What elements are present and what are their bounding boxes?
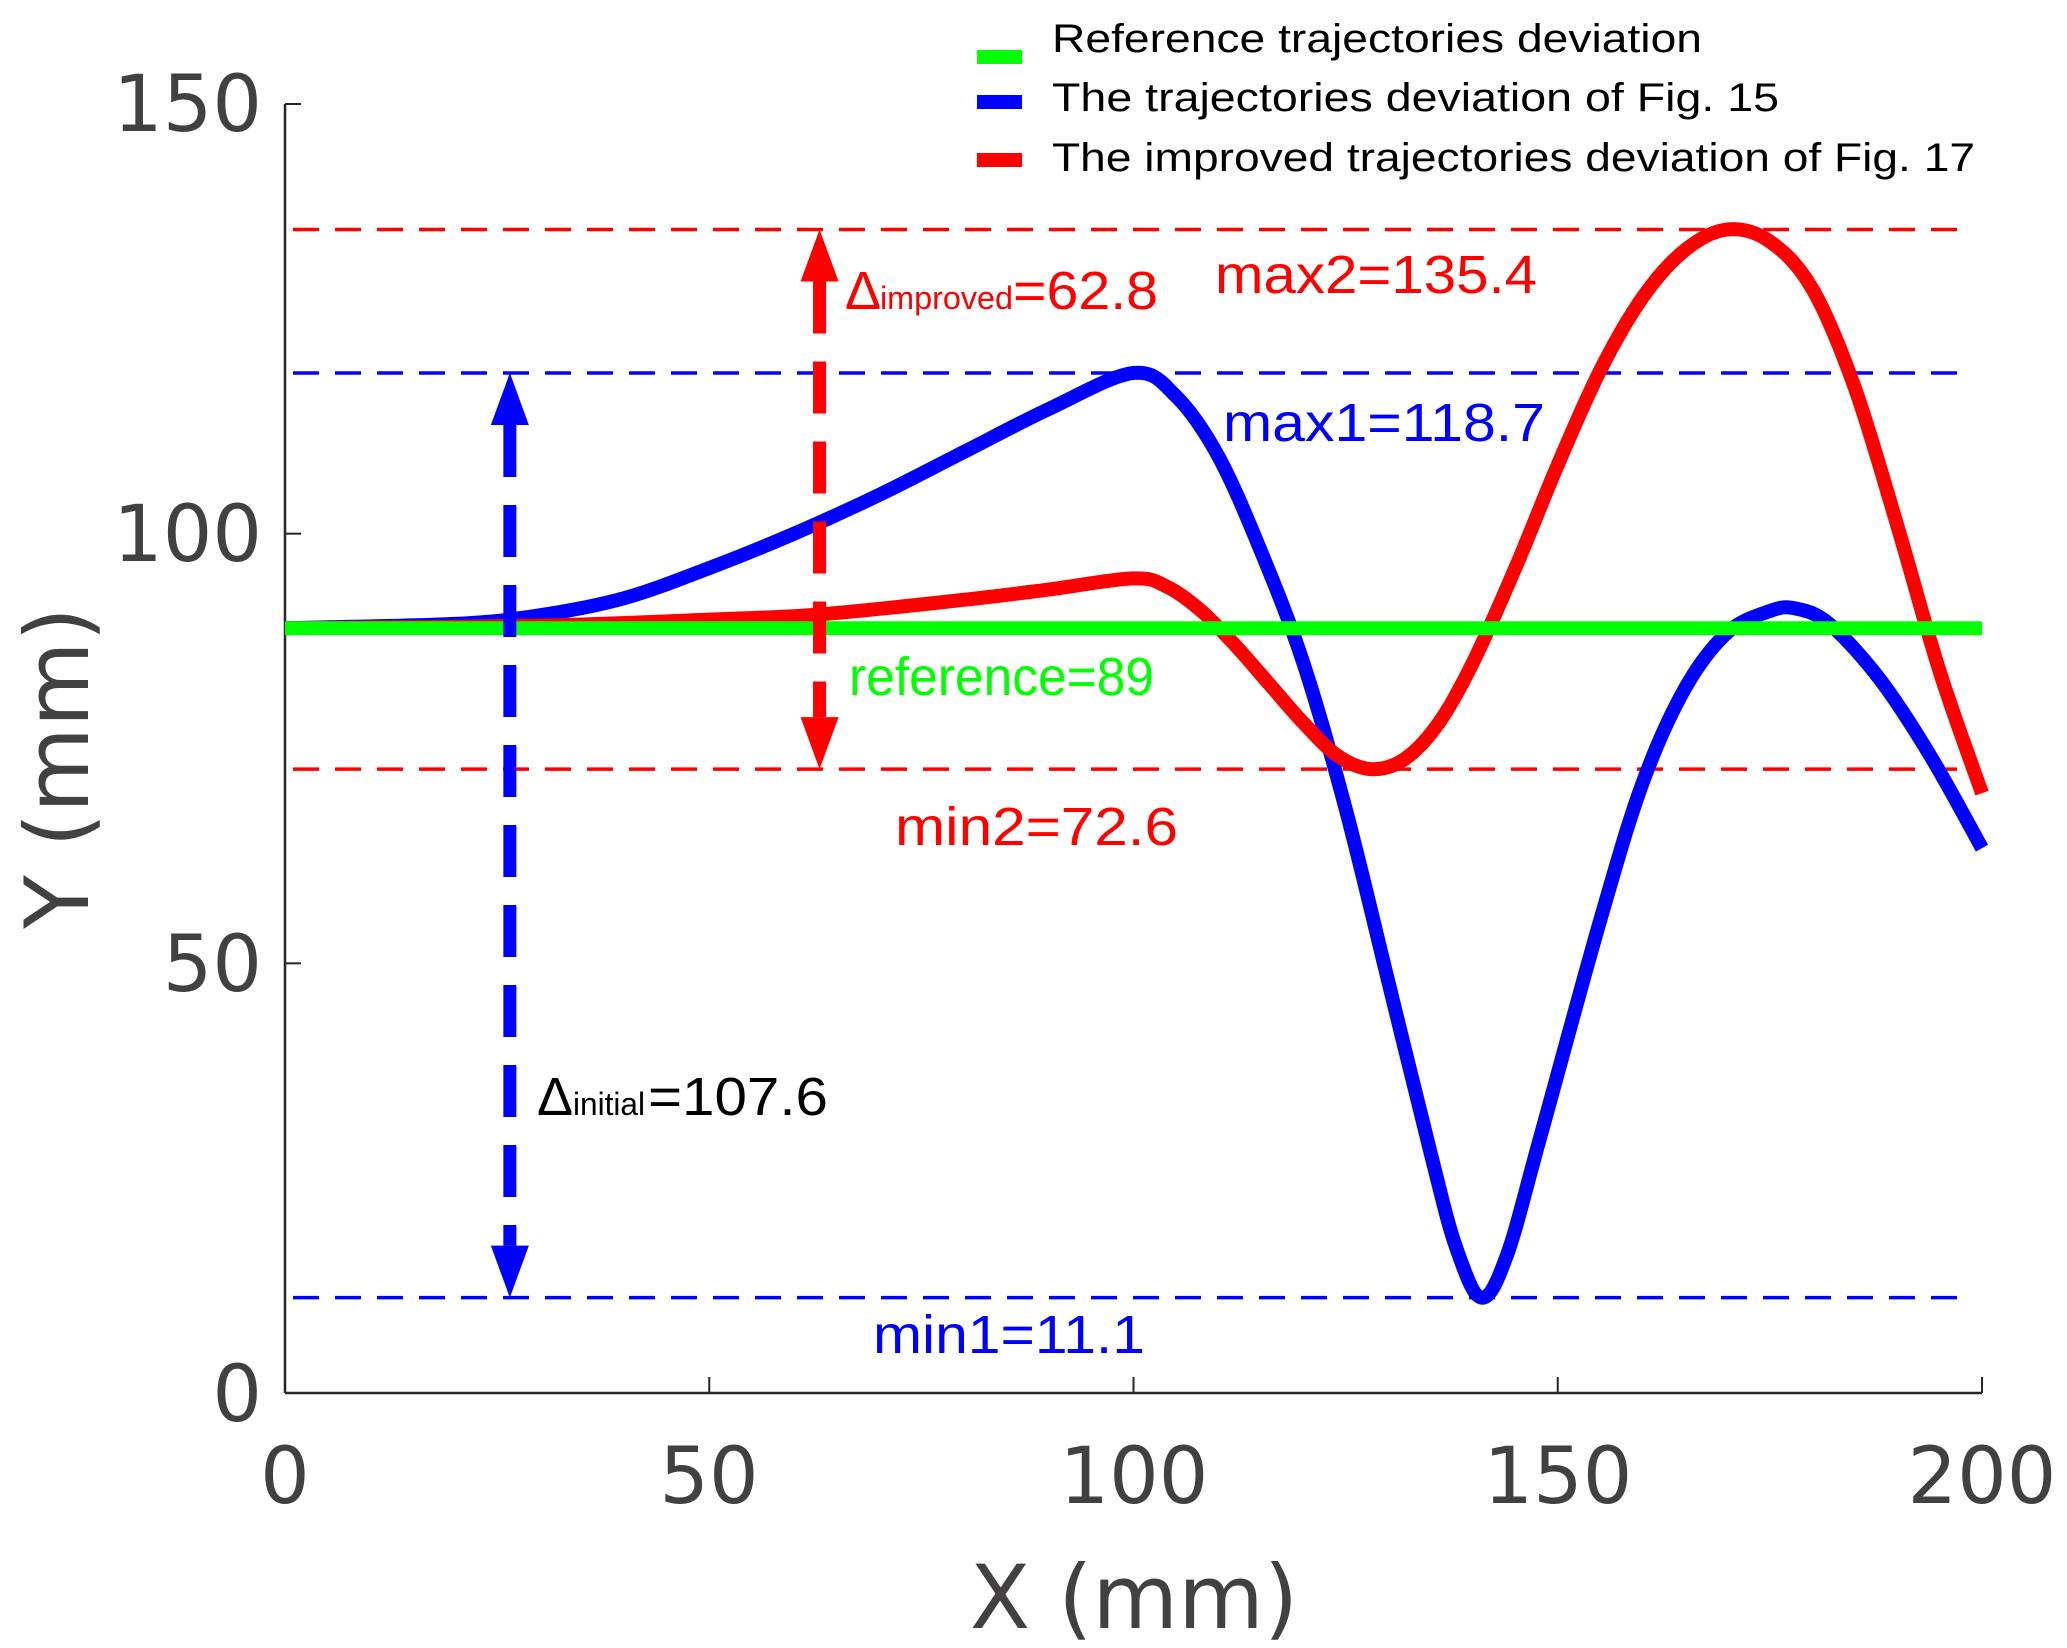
ticks: [284, 103, 1983, 1394]
y-axis-title: Y (mm): [6, 607, 109, 930]
max1-label: max1=118.7: [1223, 393, 1545, 453]
y-tick-labels: 0 50 100 150: [113, 60, 262, 1440]
delta-arrows: [490, 229, 839, 1298]
x-axis-title: X (mm): [970, 1546, 1298, 1648]
reference-label: reference=89: [849, 647, 1154, 707]
delta-initial-subscript: initial: [573, 1086, 645, 1122]
series-lines: [284, 222, 1989, 1305]
x-tick-label: 50: [659, 1432, 758, 1522]
x-tick-labels: 0 50 100 150 200: [260, 1432, 2056, 1522]
min1-label: min1=11.1: [873, 1305, 1145, 1365]
y-tick-label: 50: [163, 920, 262, 1010]
y-tick-label: 150: [113, 60, 262, 150]
legend-swatch-fig17: [977, 153, 1022, 167]
legend-label-fig15: The trajectories deviation of Fig. 15: [1052, 76, 1779, 120]
x-tick-label: 100: [1060, 1432, 1209, 1522]
legend-swatch-fig15: [977, 95, 1022, 109]
legend-label-reference: Reference trajectories deviation: [1052, 17, 1702, 61]
legend-swatch-reference: [977, 50, 1022, 64]
legend-label-fig17: The improved trajectories deviation of F…: [1052, 136, 1975, 180]
delta-improved-arrow-down-head: [800, 717, 839, 770]
delta-initial-arrow-down-head: [490, 1245, 529, 1298]
delta-improved-subscript: improved: [880, 280, 1013, 316]
y-tick-label: 100: [113, 490, 262, 580]
delta-improved-label: Δ improved =62.8: [845, 261, 1158, 321]
x-tick-label: 150: [1484, 1432, 1633, 1522]
y-tick-label: 0: [212, 1350, 262, 1440]
delta-improved-value: =62.8: [1013, 261, 1158, 321]
x-tick-label: 200: [1908, 1432, 2057, 1522]
delta-improved-symbol: Δ: [845, 261, 881, 321]
x-tick-label: 0: [260, 1432, 310, 1522]
legend: Reference trajectories deviation The tra…: [977, 17, 1975, 180]
delta-initial-symbol: Δ: [537, 1067, 573, 1127]
fig17-improved-deviation-line: [284, 222, 1989, 796]
delta-initial-label: Δ initial =107.6: [537, 1067, 828, 1127]
delta-initial-arrow-up-head: [490, 372, 529, 425]
reference-lines: [293, 227, 1972, 1300]
max2-label: max2=135.4: [1215, 245, 1537, 305]
delta-improved-arrow-up-head: [800, 229, 839, 282]
delta-initial-value: =107.6: [648, 1067, 828, 1127]
min2-label: min2=72.6: [895, 797, 1178, 857]
